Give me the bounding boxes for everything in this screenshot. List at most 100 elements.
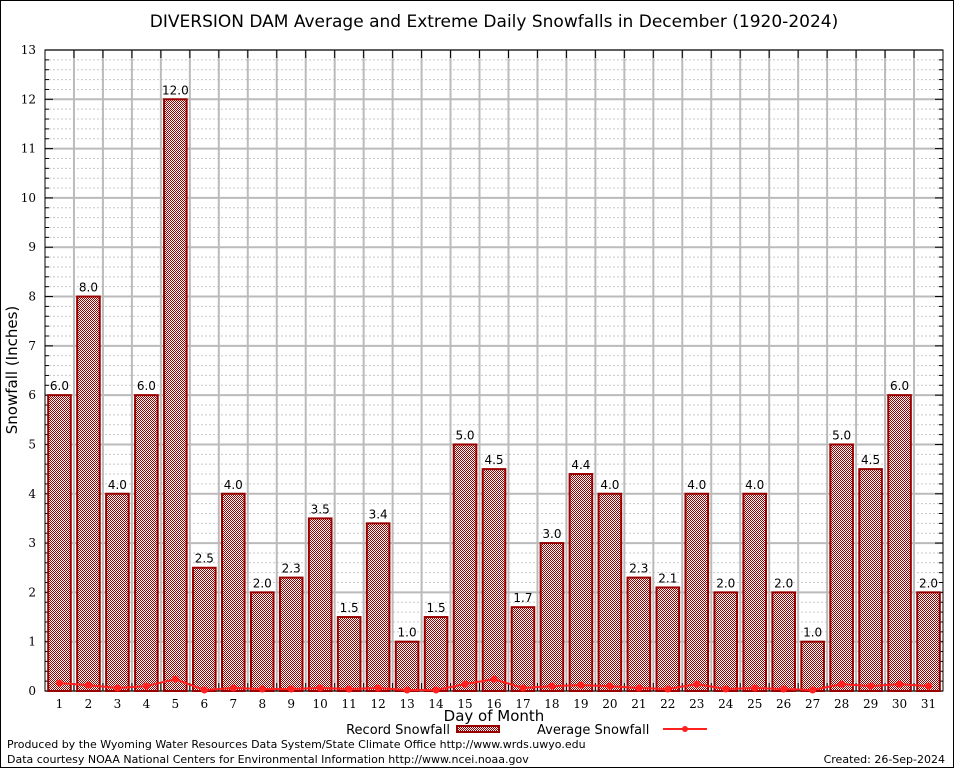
x-tick-label: 21: [631, 697, 646, 711]
legend-record-swatch: [456, 725, 500, 733]
record-bar: [829, 443, 854, 693]
x-tick-label: 31: [921, 697, 936, 711]
bar-value-label: 4.5: [861, 453, 880, 467]
bar-value-label: 6.0: [890, 379, 909, 393]
bar-value-label: 2.1: [658, 571, 677, 585]
record-bar: [249, 591, 275, 693]
average-point: [577, 681, 585, 689]
bar-value-label: 1.0: [803, 626, 822, 640]
x-tick-label: 11: [342, 697, 357, 711]
x-tick-label: 1: [56, 697, 64, 711]
x-tick-label: 12: [370, 697, 385, 711]
average-point: [287, 685, 295, 693]
average-point: [84, 681, 92, 689]
average-point: [635, 684, 643, 692]
average-point: [113, 684, 121, 692]
record-bar: [916, 591, 941, 693]
record-bar: [220, 492, 246, 692]
average-point: [548, 682, 556, 690]
bar-value-label: 5.0: [455, 428, 474, 442]
x-tick-label: 8: [258, 697, 266, 711]
x-tick-label: 18: [544, 697, 559, 711]
average-point: [403, 686, 411, 694]
bar-value-label: 4.0: [224, 478, 243, 492]
x-tick-label: 20: [602, 697, 617, 711]
y-tick-label: 12: [21, 92, 36, 106]
record-bar: [76, 295, 101, 692]
average-point: [751, 684, 759, 692]
legend-record-label: Record Snowfall: [346, 723, 450, 738]
record-bar: [47, 394, 72, 692]
average-point: [606, 682, 614, 690]
x-tick-label: 14: [428, 697, 444, 711]
average-point: [142, 682, 150, 690]
bar-value-label: 6.0: [50, 379, 69, 393]
y-axis-label: Snowfall (Inches): [3, 306, 21, 434]
average-point: [722, 685, 730, 693]
record-bar: [163, 98, 188, 693]
record-bar: [192, 566, 217, 693]
x-tick-label: 23: [689, 697, 704, 711]
x-axis-ticks: 1 2 3 4 5 6 7 8 9 10 11 12 13 14 15 16 17 18 19 20 21 22 23 24 2…: [56, 697, 936, 711]
record-bar: [134, 394, 159, 692]
x-tick-label: 3: [114, 697, 122, 711]
x-tick-label: 6: [201, 697, 209, 711]
x-tick-label: 30: [892, 697, 907, 711]
bar-value-label: 1.0: [398, 626, 417, 640]
x-tick-label: 22: [660, 697, 675, 711]
bar-value-label: 2.0: [919, 576, 938, 590]
y-tick-label: 6: [28, 388, 36, 402]
average-point: [925, 682, 933, 690]
y-tick-label: 11: [21, 142, 36, 156]
average-point: [867, 682, 875, 690]
record-bar: [858, 468, 883, 692]
x-tick-label: 16: [486, 697, 501, 711]
y-tick-label: 10: [21, 191, 36, 205]
footer-created: Created: 26-Sep-2024: [824, 753, 945, 766]
x-tick-label: 25: [747, 697, 762, 711]
record-bar: [539, 542, 565, 692]
average-point: [229, 684, 237, 692]
record-bar: [684, 492, 710, 692]
x-tick-label: 28: [834, 697, 849, 711]
record-bar: [771, 591, 796, 693]
chart-title: DIVERSION DAM Average and Extreme Daily …: [150, 12, 838, 32]
bar-value-label: 3.5: [311, 502, 330, 516]
record-bar: [597, 492, 623, 692]
bar-value-label: 1.5: [427, 601, 446, 615]
average-point: [258, 685, 266, 693]
average-point: [171, 675, 179, 683]
data-labels: 6.0 8.0 4.0 6.0 12.0 2.5 4.0 2.0 2.3 3.5 1.5 3.4 1.0…: [50, 83, 938, 639]
record-bar: [452, 443, 478, 693]
average-point: [896, 680, 904, 688]
average-point: [461, 680, 469, 688]
x-tick-label: 15: [457, 697, 472, 711]
x-tick-label: 9: [287, 697, 295, 711]
bar-value-label: 6.0: [137, 379, 156, 393]
record-bar: [510, 606, 536, 693]
average-point: [664, 685, 672, 693]
record-bar: [655, 586, 681, 693]
y-tick-label: 13: [21, 43, 36, 57]
average-point: [693, 680, 701, 688]
average-point: [432, 686, 440, 694]
bar-value-label: 12.0: [162, 83, 189, 97]
x-tick-label: 26: [776, 697, 791, 711]
average-point: [316, 684, 324, 692]
record-bar: [365, 522, 391, 692]
bar-value-label: 2.5: [195, 552, 214, 566]
x-tick-label: 7: [229, 697, 237, 711]
bar-value-label: 4.0: [687, 478, 706, 492]
x-tick-label: 10: [313, 697, 328, 711]
record-bar: [568, 473, 594, 692]
footer-data-courtesy: Data courtesy NOAA National Centers for …: [7, 753, 529, 766]
x-tick-label: 19: [573, 697, 588, 711]
bar-value-label: 3.4: [369, 507, 388, 521]
average-point: [374, 684, 382, 692]
x-tick-label: 24: [718, 697, 734, 711]
bar-value-label: 4.0: [745, 478, 764, 492]
legend: Record Snowfall Average Snowfall: [346, 723, 707, 738]
x-tick-label: 27: [805, 697, 820, 711]
record-bar: [307, 517, 333, 693]
